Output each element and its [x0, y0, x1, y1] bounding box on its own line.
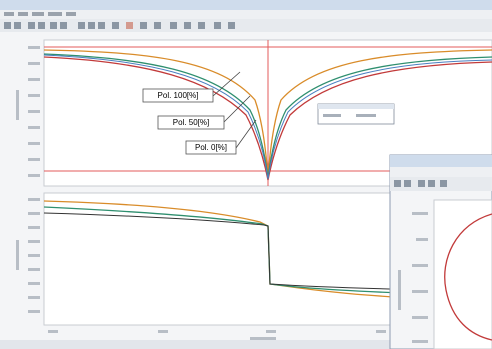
polar-plot	[433, 199, 492, 349]
cursor-readout-header	[318, 104, 394, 109]
polar-curve	[444, 213, 492, 341]
toolbar-icons	[4, 22, 235, 29]
cursor-readout-value	[323, 114, 341, 117]
second-axis-labels	[398, 212, 428, 343]
menu-items	[4, 12, 76, 16]
annotation-label: Pol. 100[%]	[158, 91, 199, 100]
curve	[43, 56, 492, 181]
annotation-arrow	[212, 71, 241, 97]
lower-axis-labels	[16, 198, 386, 340]
second-toolbar-icons	[394, 180, 447, 187]
upper-axis-labels	[16, 46, 40, 177]
menu-bar	[0, 10, 492, 19]
annotation-arrow	[235, 119, 257, 149]
annotation-label: Pol. 0[%]	[195, 143, 227, 152]
status-bar	[0, 340, 492, 349]
annotation-label: Pol. 50[%]	[173, 118, 209, 127]
toolbar	[0, 19, 492, 32]
annotation-box	[142, 88, 214, 103]
second-title-bar	[390, 155, 492, 167]
title-bar	[0, 0, 492, 10]
curve	[43, 54, 492, 180]
second-menu-bar	[390, 167, 492, 177]
annotation-arrow	[223, 95, 251, 123]
annotation-box	[185, 140, 237, 155]
curve	[43, 212, 492, 292]
annotation-box	[157, 115, 225, 130]
cursor-readout-value	[356, 114, 376, 117]
